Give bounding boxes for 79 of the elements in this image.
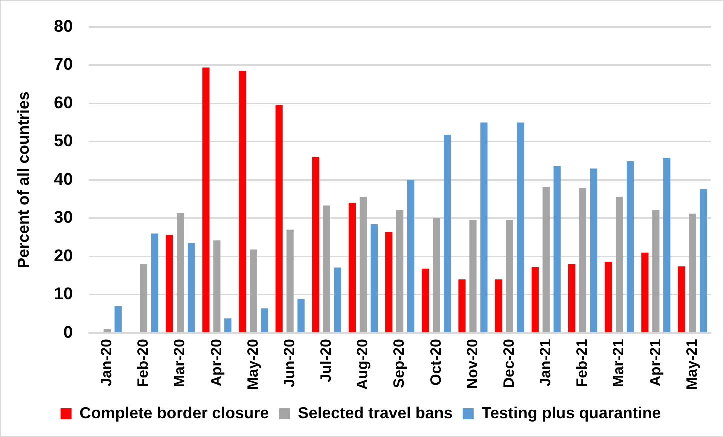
x-tick-label: Feb-20 — [135, 339, 152, 388]
bar — [626, 161, 634, 332]
bar — [568, 264, 576, 332]
bar — [532, 267, 539, 332]
y-tick-label: 20 — [54, 246, 74, 266]
bar — [312, 157, 320, 332]
bar — [140, 264, 148, 332]
bar — [590, 168, 598, 332]
y-tick-label: 60 — [54, 93, 74, 112]
bar — [360, 196, 368, 332]
bar — [261, 308, 268, 332]
bar — [554, 166, 561, 332]
bar — [370, 224, 378, 332]
x-tick-label: Mar-21 — [610, 339, 628, 388]
x-tick-label: Nov-20 — [464, 339, 482, 390]
y-tick-label: 30 — [54, 208, 74, 228]
bar — [114, 306, 122, 332]
y-tick-label: 50 — [54, 132, 74, 151]
bar — [202, 68, 210, 332]
bar — [433, 218, 440, 332]
bar — [323, 206, 330, 332]
legend-label: Testing plus quarantine — [482, 405, 662, 422]
x-tick-label: Mar-20 — [172, 339, 189, 388]
x-tick-label: Jul-20 — [318, 339, 336, 382]
bar — [495, 280, 502, 332]
bar — [444, 135, 452, 332]
x-tick-label: Jan-21 — [538, 339, 555, 387]
bar — [642, 252, 649, 332]
legend-label: Selected travel bans — [298, 405, 454, 422]
bar — [276, 105, 283, 332]
x-tick-label: Jan-20 — [98, 339, 116, 387]
bar — [664, 158, 671, 332]
bar — [579, 188, 587, 332]
legend-label: Complete border closure — [80, 405, 270, 422]
bar — [422, 268, 430, 332]
x-tick-label: Aug-20 — [354, 339, 372, 390]
bar — [678, 266, 686, 332]
y-tick-label: 40 — [54, 170, 74, 189]
y-tick-label: 10 — [54, 284, 74, 304]
x-tick-label: Apr-21 — [647, 339, 664, 387]
bar — [386, 232, 393, 332]
bar — [239, 71, 246, 332]
x-tick-label: Dec-20 — [500, 339, 518, 388]
x-tick-label: Sep-20 — [391, 339, 408, 388]
y-tick-label: 0 — [64, 322, 74, 342]
bar — [166, 235, 174, 332]
bar — [176, 213, 184, 332]
bar — [151, 234, 159, 332]
bar — [188, 243, 196, 332]
x-tick-label: May-21 — [684, 339, 701, 390]
bar — [348, 203, 356, 332]
x-tick-label: Apr-20 — [208, 339, 226, 387]
bar — [700, 189, 708, 332]
bar — [286, 230, 294, 332]
bar — [407, 180, 415, 332]
bar — [506, 220, 514, 332]
bar — [396, 210, 404, 332]
y-axis-title: Percent of all countries — [16, 92, 34, 269]
y-tick-label: 80 — [54, 16, 74, 36]
bar — [652, 210, 660, 332]
bar — [250, 250, 258, 332]
y-tick-label: 70 — [54, 55, 74, 74]
x-tick-label: Jun-20 — [281, 339, 298, 388]
x-tick-label: Oct-20 — [428, 339, 445, 386]
bar — [224, 318, 232, 332]
bar — [104, 329, 111, 332]
bar — [517, 122, 524, 332]
bar — [542, 187, 550, 332]
bar — [334, 268, 342, 332]
bar — [214, 240, 221, 332]
bar — [480, 122, 488, 332]
bar — [470, 220, 477, 332]
bar — [616, 196, 624, 332]
x-tick-label: Feb-21 — [574, 339, 592, 388]
bar — [298, 299, 305, 332]
bar — [458, 280, 466, 332]
bar — [605, 262, 612, 332]
bar — [689, 214, 696, 332]
x-tick-label: May-20 — [244, 339, 262, 390]
